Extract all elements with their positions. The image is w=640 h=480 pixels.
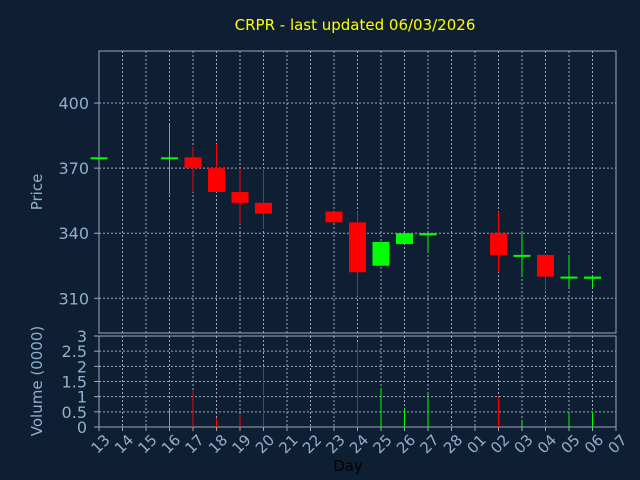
candle-body — [396, 233, 413, 245]
candle-body — [537, 254, 554, 277]
x-tick-label: 02 — [487, 431, 513, 457]
candle-body — [419, 233, 437, 236]
volume-tick-label: 2.5 — [62, 342, 87, 361]
x-tick-label: 18 — [205, 431, 231, 457]
candle-body — [560, 276, 578, 279]
x-tick-label: 22 — [299, 431, 325, 457]
candle-body — [161, 157, 178, 160]
x-axis-label: Day — [333, 457, 363, 475]
candle-body — [231, 192, 249, 203]
candle-body — [349, 222, 366, 273]
x-tick-label: 24 — [346, 431, 372, 457]
x-ticks: 1314151617181920212223242526272801020304… — [88, 427, 631, 457]
volume-tick-label: 3 — [77, 327, 87, 346]
price-tick-label: 340 — [58, 224, 89, 243]
candle-body — [255, 202, 272, 214]
volume-y-ticks: 00.511.522.53 — [62, 327, 99, 437]
x-tick-label: 15 — [135, 431, 161, 457]
chart-title: CRPR - last updated 06/03/2026 — [235, 16, 476, 34]
price-y-ticks: 310 340 370 400 — [58, 94, 99, 308]
x-tick-label: 13 — [88, 431, 114, 457]
x-tick-label: 17 — [182, 431, 208, 457]
price-tick-label: 310 — [58, 289, 89, 308]
price-axis-label: Price — [28, 174, 46, 211]
volume-tick-label: 2 — [77, 357, 87, 376]
volume-axis-label: Volume (0000) — [28, 326, 46, 436]
volume-bars — [169, 342, 593, 427]
candle-body — [90, 157, 108, 160]
volume-tick-label: 1 — [77, 388, 87, 407]
x-tick-label: 14 — [111, 431, 137, 457]
candle-body — [513, 254, 531, 257]
candles — [90, 124, 601, 297]
candle-body — [584, 276, 601, 279]
x-tick-label: 27 — [417, 431, 443, 457]
price-plot-frame — [98, 50, 617, 334]
x-tick-label: 19 — [229, 431, 255, 457]
volume-tick-label: 1.5 — [62, 373, 87, 392]
candle-body — [325, 211, 343, 223]
x-tick-label: 01 — [464, 431, 490, 457]
x-tick-label: 23 — [323, 431, 349, 457]
candle-body — [490, 233, 507, 255]
x-tick-label: 28 — [440, 431, 466, 457]
x-tick-label: 20 — [252, 431, 278, 457]
x-tick-label: 26 — [393, 431, 419, 457]
x-tick-label: 07 — [605, 431, 631, 457]
x-tick-label: 03 — [511, 431, 537, 457]
candle-body — [184, 157, 202, 169]
candle-body — [208, 168, 225, 192]
x-tick-label: 25 — [370, 431, 396, 457]
x-tick-label: 16 — [158, 431, 184, 457]
x-tick-label: 05 — [558, 431, 584, 457]
volume-tick-label: 0 — [77, 418, 87, 437]
price-tick-label: 370 — [58, 159, 89, 178]
x-tick-label: 04 — [534, 431, 560, 457]
x-tick-label: 21 — [276, 431, 302, 457]
volume-tick-label: 0.5 — [62, 403, 87, 422]
candle-body — [372, 241, 390, 266]
price-tick-label: 400 — [58, 94, 89, 113]
x-tick-label: 06 — [581, 431, 607, 457]
